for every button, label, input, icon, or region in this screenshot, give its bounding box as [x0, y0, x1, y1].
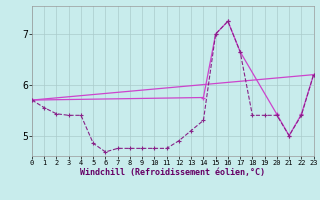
X-axis label: Windchill (Refroidissement éolien,°C): Windchill (Refroidissement éolien,°C): [80, 168, 265, 177]
